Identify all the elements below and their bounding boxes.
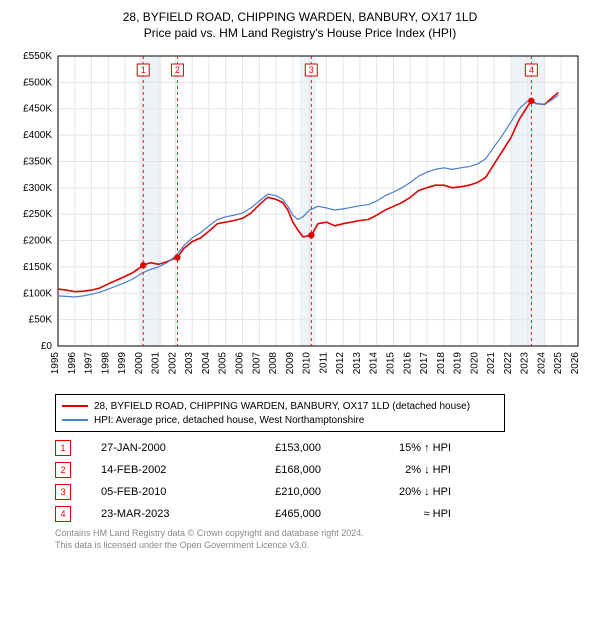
chart-container: 28, BYFIELD ROAD, CHIPPING WARDEN, BANBU… xyxy=(0,0,600,557)
y-tick-label: £500K xyxy=(23,77,52,88)
sales-row: 1 27-JAN-2000£153,00015% ↑ HPI xyxy=(55,440,582,456)
x-tick-label: 2007 xyxy=(251,352,262,375)
legend-swatch xyxy=(62,419,88,421)
footer-line-1: Contains HM Land Registry data © Crown c… xyxy=(55,528,582,540)
sale-dot xyxy=(140,262,146,268)
sales-price: £168,000 xyxy=(221,464,351,476)
x-tick-label: 2008 xyxy=(268,352,279,375)
x-tick-label: 2012 xyxy=(335,352,346,375)
sales-hpi: 15% ↑ HPI xyxy=(351,442,451,454)
sale-number-label: 4 xyxy=(529,65,534,75)
legend-box: 28, BYFIELD ROAD, CHIPPING WARDEN, BANBU… xyxy=(55,394,505,432)
y-tick-label: £150K xyxy=(23,262,52,273)
y-tick-label: £300K xyxy=(23,183,52,194)
legend-row: HPI: Average price, detached house, West… xyxy=(62,413,498,427)
x-tick-label: 2002 xyxy=(167,352,178,375)
x-tick-label: 2004 xyxy=(201,352,212,375)
x-tick-label: 2010 xyxy=(302,352,313,375)
sales-date: 14-FEB-2002 xyxy=(101,464,221,476)
x-tick-label: 2001 xyxy=(151,352,162,375)
y-tick-label: £0 xyxy=(41,341,53,352)
footer-attribution: Contains HM Land Registry data © Crown c… xyxy=(55,528,582,551)
x-tick-label: 2025 xyxy=(553,352,564,375)
legend-label: 28, BYFIELD ROAD, CHIPPING WARDEN, BANBU… xyxy=(94,401,470,412)
x-tick-label: 1995 xyxy=(50,352,61,375)
x-tick-label: 2015 xyxy=(385,352,396,375)
x-tick-label: 2005 xyxy=(218,352,229,375)
x-tick-label: 1996 xyxy=(67,352,78,375)
sale-dot xyxy=(174,254,180,260)
y-tick-label: £550K xyxy=(23,51,52,62)
x-tick-label: 2019 xyxy=(453,352,464,375)
x-tick-label: 2009 xyxy=(285,352,296,375)
sales-price: £153,000 xyxy=(221,442,351,454)
y-tick-label: £450K xyxy=(23,104,52,115)
chart-svg: £0 £50K £100K £150K £200K £250K £300K £350K £400… xyxy=(10,46,590,386)
x-tick-label: 2024 xyxy=(536,352,547,375)
sales-date: 27-JAN-2000 xyxy=(101,442,221,454)
sale-dot xyxy=(308,232,314,238)
sales-number-box: 2 xyxy=(55,462,71,478)
sales-date: 05-FEB-2010 xyxy=(101,486,221,498)
x-tick-label: 2022 xyxy=(503,352,514,375)
sales-number-box: 3 xyxy=(55,484,71,500)
x-tick-label: 2018 xyxy=(436,352,447,375)
x-tick-label: 2016 xyxy=(402,352,413,375)
sales-price: £210,000 xyxy=(221,486,351,498)
title-line-2: Price paid vs. HM Land Registry's House … xyxy=(10,26,590,40)
y-tick-label: £250K xyxy=(23,209,52,220)
sales-price: £465,000 xyxy=(221,508,351,520)
shaded-band xyxy=(300,56,317,346)
sales-number-box: 1 xyxy=(55,440,71,456)
x-tick-label: 1998 xyxy=(100,352,111,375)
x-tick-label: 2011 xyxy=(318,352,329,374)
title-block: 28, BYFIELD ROAD, CHIPPING WARDEN, BANBU… xyxy=(10,10,590,40)
x-tick-label: 2000 xyxy=(134,352,145,375)
y-tick-label: £200K xyxy=(23,236,52,247)
x-tick-label: 2003 xyxy=(184,352,195,375)
y-tick-label: £400K xyxy=(23,130,52,141)
x-tick-label: 2026 xyxy=(570,352,581,375)
y-tick-label: £50K xyxy=(29,315,53,326)
sales-row: 3 05-FEB-2010£210,00020% ↓ HPI xyxy=(55,484,582,500)
sale-dot xyxy=(528,98,534,104)
x-tick-label: 2014 xyxy=(369,352,380,375)
sale-number-label: 2 xyxy=(175,65,180,75)
sales-hpi: 2% ↓ HPI xyxy=(351,464,451,476)
x-tick-label: 2023 xyxy=(520,352,531,375)
legend-label: HPI: Average price, detached house, West… xyxy=(94,415,364,426)
x-tick-label: 2006 xyxy=(235,352,246,375)
sales-row: 2 14-FEB-2002£168,0002% ↓ HPI xyxy=(55,462,582,478)
chart-area: £0 £50K £100K £150K £200K £250K £300K £350K £400… xyxy=(10,46,590,386)
y-tick-label: £350K xyxy=(23,156,52,167)
x-tick-label: 2021 xyxy=(486,352,497,375)
x-tick-label: 2013 xyxy=(352,352,363,375)
x-tick-label: 1997 xyxy=(84,352,95,375)
sales-row: 4 23-MAR-2023£465,000≈ HPI xyxy=(55,506,582,522)
y-tick-label: £100K xyxy=(23,288,52,299)
legend-row: 28, BYFIELD ROAD, CHIPPING WARDEN, BANBU… xyxy=(62,399,498,413)
footer-line-2: This data is licensed under the Open Gov… xyxy=(55,540,582,552)
x-tick-label: 2017 xyxy=(419,352,430,375)
legend-swatch xyxy=(62,405,88,407)
title-line-1: 28, BYFIELD ROAD, CHIPPING WARDEN, BANBU… xyxy=(10,10,590,24)
sales-table: 1 27-JAN-2000£153,00015% ↑ HPI 2 14-FEB-200… xyxy=(55,440,582,522)
sale-number-label: 3 xyxy=(309,65,314,75)
x-tick-label: 1999 xyxy=(117,352,128,375)
sales-hpi: 20% ↓ HPI xyxy=(351,486,451,498)
sales-date: 23-MAR-2023 xyxy=(101,508,221,520)
sales-hpi: ≈ HPI xyxy=(351,508,451,520)
plot-border xyxy=(58,56,578,346)
sales-number-box: 4 xyxy=(55,506,71,522)
x-tick-label: 2020 xyxy=(469,352,480,375)
sale-number-label: 1 xyxy=(141,65,146,75)
